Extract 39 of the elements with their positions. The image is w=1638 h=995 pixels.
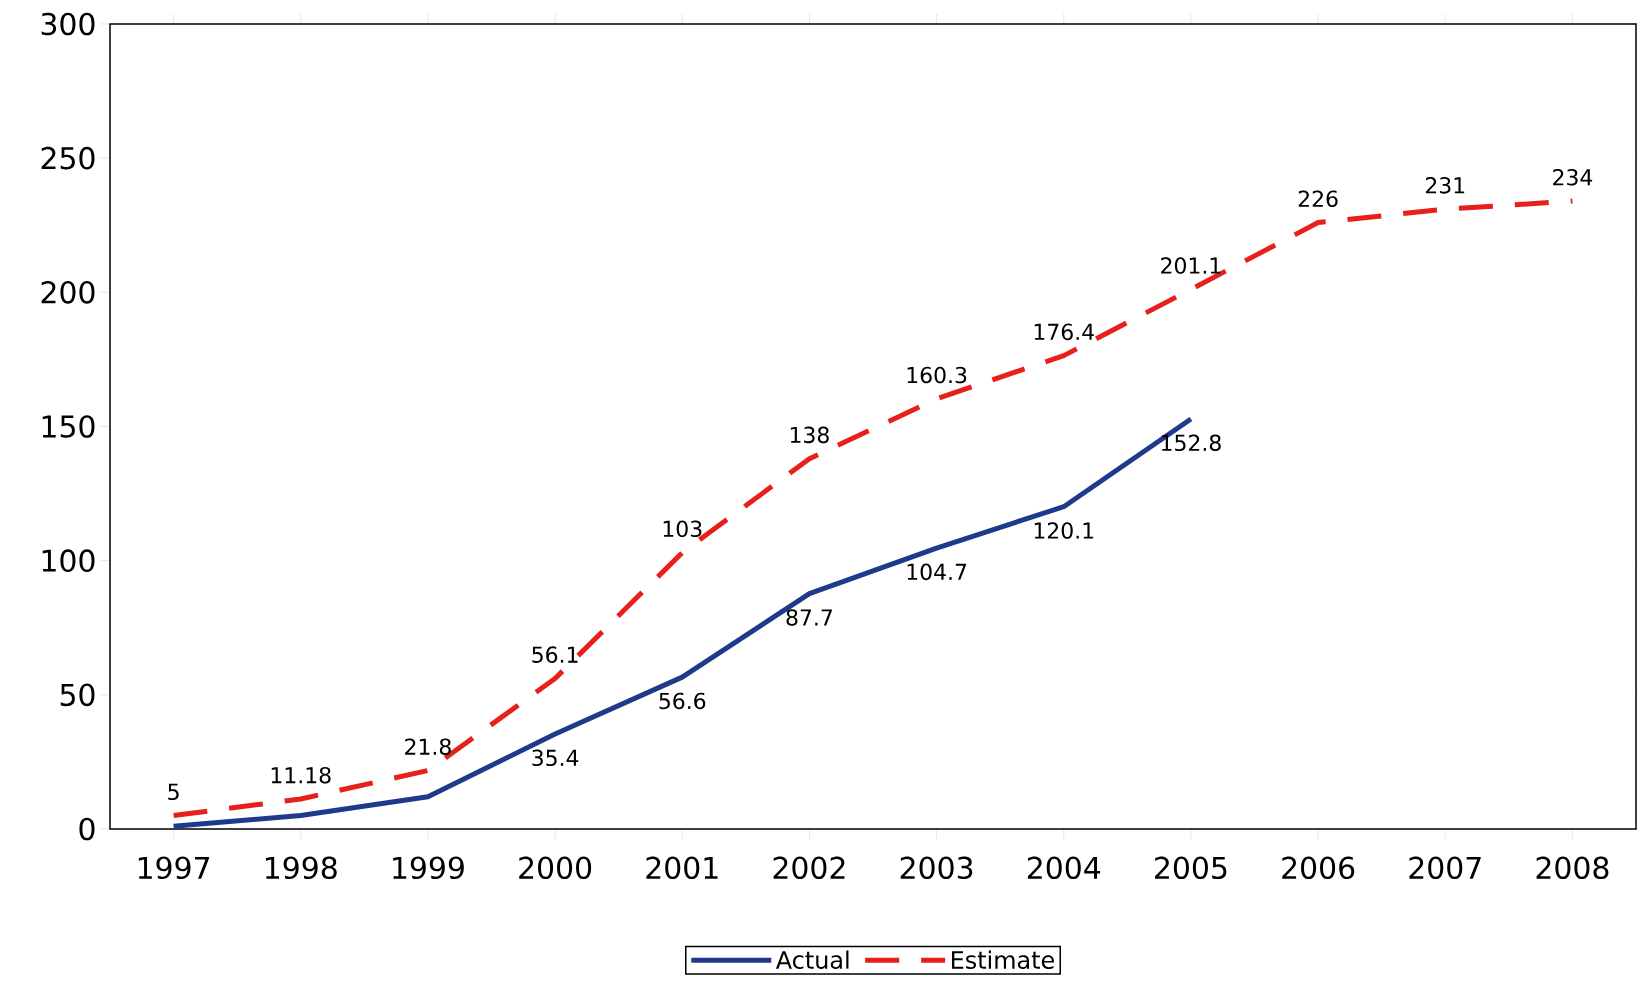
legend-label: Actual bbox=[775, 950, 849, 969]
data-label: 11.18 bbox=[271, 766, 331, 784]
x-tick-label: 2008 bbox=[1536, 856, 1609, 880]
x-tick-label: 2007 bbox=[1409, 856, 1481, 880]
x-tick-label: 1999 bbox=[393, 856, 464, 880]
y-tick-label: 0 bbox=[79, 817, 95, 841]
data-label: 120.1 bbox=[1034, 522, 1094, 539]
y-tick-label: 200 bbox=[41, 281, 95, 304]
data-label: 5 bbox=[168, 783, 179, 801]
data-label: 21.8 bbox=[405, 738, 451, 755]
x-tick-label: 2006 bbox=[1282, 856, 1355, 880]
data-label: 176.4 bbox=[1034, 323, 1094, 341]
data-label: 56.6 bbox=[659, 692, 706, 710]
data-label: 35.4 bbox=[532, 749, 579, 767]
data-label: 104.7 bbox=[907, 563, 967, 581]
y-tick-label: 300 bbox=[41, 12, 95, 36]
data-label: 138 bbox=[790, 426, 829, 444]
legend-label: Estimate bbox=[951, 950, 1054, 969]
x-tick-label: 2005 bbox=[1155, 856, 1227, 880]
x-tick-label: 1997 bbox=[138, 856, 210, 880]
y-tick-label: 150 bbox=[42, 415, 95, 438]
y-tick-label: 100 bbox=[42, 549, 95, 572]
data-label: 201.1 bbox=[1161, 257, 1221, 274]
x-tick-label: 2004 bbox=[1027, 856, 1101, 880]
data-label: 234 bbox=[1553, 169, 1593, 186]
data-label: 87.7 bbox=[786, 609, 832, 626]
data-label: 160.3 bbox=[907, 366, 967, 384]
x-tick-label: 1998 bbox=[266, 856, 337, 880]
x-tick-label: 2001 bbox=[646, 856, 718, 880]
y-tick-label: 250 bbox=[41, 146, 95, 170]
data-label: 103 bbox=[663, 520, 702, 538]
x-tick-label: 2002 bbox=[773, 856, 845, 880]
data-label: 56.1 bbox=[532, 646, 578, 663]
data-label: 226 bbox=[1298, 190, 1338, 208]
y-tick-label: 50 bbox=[60, 683, 95, 707]
x-tick-label: 2000 bbox=[519, 856, 592, 880]
x-tick-label: 2003 bbox=[900, 856, 973, 880]
data-label: 231 bbox=[1425, 177, 1465, 194]
data-label: 152.8 bbox=[1161, 434, 1221, 452]
